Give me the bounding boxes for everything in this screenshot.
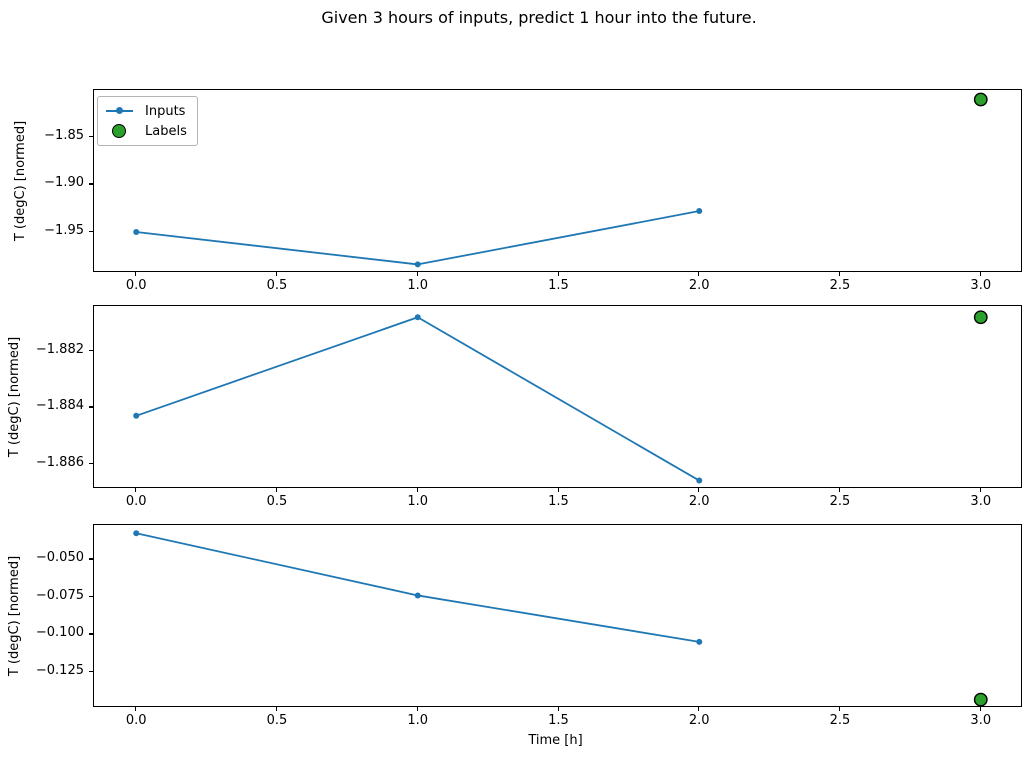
inputs-marker [133,530,140,537]
inputs-line [135,316,700,482]
y-tick-mark [89,183,93,185]
inputs-marker [696,638,703,645]
inputs-marker [414,592,421,599]
legend-label: Inputs [145,103,186,119]
x-tick-mark [979,272,981,276]
x-tick-label: 1.5 [548,494,569,509]
x-tick-mark [416,707,418,711]
inputs-marker [696,477,703,484]
x-tick-label: 0.0 [125,278,147,293]
inputs-marker [133,229,140,236]
y-tick-mark [89,670,93,673]
figure-title: Given 3 hours of inputs, predict 1 hour … [321,8,757,27]
x-tick-label: 1.5 [548,278,569,293]
x-tick-mark [698,488,700,492]
plot-area-svg [133,310,988,484]
labels-marker [973,310,988,325]
x-tick-label: 0.5 [266,494,288,509]
legend-circle-sample [105,121,135,141]
inputs-marker [414,261,421,268]
inputs-marker [696,208,703,215]
labels-marker [973,692,988,707]
inputs-line [136,532,700,643]
y-tick-mark [89,135,93,137]
x-tick-label: 3.0 [970,278,992,293]
axes-subplot-3: −0.050 −0.075 −0.100 −0.125 0.0 0.5 1.0 1.5 2.0 2… [36,524,1022,728]
y-tick-label: −1.886 [35,454,84,470]
y-tick-mark [89,231,93,233]
x-tick-label: 2.0 [688,278,710,293]
x-tick-mark [839,272,841,276]
legend-line-sample [105,101,135,121]
x-tick-mark [275,488,278,492]
x-tick-label: 1.0 [407,494,429,509]
plot-area-svg [133,92,988,268]
y-tick-mark [89,350,93,352]
x-axis-label: Time [h] [528,733,583,748]
x-tick-label: 1.0 [407,278,429,293]
y-tick-label: −1.884 [35,398,84,414]
labels-marker-swatch [112,124,126,138]
x-tick-mark [416,488,418,492]
inputs-marker-swatch [116,107,123,114]
x-tick-mark [135,488,137,492]
x-tick-label: 1.0 [407,713,429,728]
y-tick-label: −1.95 [44,223,84,239]
y-tick-label: −0.100 [35,625,84,641]
x-tick-mark [839,707,841,711]
axes-subplot-2: −1.882 −1.884 −1.886 0.0 0.5 1.0 1.5 2.0 2.5 3.0 [36,305,1022,509]
x-tick-label: 2.5 [829,713,851,728]
x-tick-label: 0.5 [266,713,288,728]
y-tick-label: −0.125 [35,662,84,678]
x-tick-label: 0.0 [125,494,147,509]
y-tick-mark [89,406,93,408]
legend: Inputs Labels [97,96,198,146]
x-tick-mark [557,488,559,492]
x-tick-mark [557,272,559,276]
x-tick-mark [275,272,278,276]
x-tick-mark [979,707,981,711]
x-tick-label: 0.5 [266,278,288,293]
x-tick-mark [979,488,981,492]
x-tick-label: 2.5 [829,494,851,509]
y-tick-mark [89,595,93,598]
x-tick-mark [275,707,278,711]
y-tick-mark [89,633,93,635]
x-tick-label: 3.0 [970,494,992,509]
y-tick-label: −1.90 [44,175,84,191]
inputs-line [136,210,700,266]
x-tick-mark [135,272,137,276]
labels-marker [973,92,988,107]
axes-subplot-1: −1.85 −1.90 −1.95 0.0 0.5 1.0 1.5 2.0 2.5 3.0 Inpu… [44,89,1022,293]
x-tick-label: 3.0 [970,713,992,728]
y-axis-label: T (degC) [normed] [13,120,28,241]
y-tick-label: −1.882 [35,342,84,358]
y-tick-label: −0.075 [35,587,84,603]
y-tick-label: −0.050 [35,550,84,566]
legend-entry-labels: Labels [105,121,187,141]
inputs-marker [414,314,421,321]
plot-area-svg [133,530,988,707]
x-tick-mark [557,707,559,711]
x-tick-label: 2.0 [688,494,710,509]
inputs-marker [133,412,140,419]
y-tick-label: −1.85 [44,127,84,143]
y-tick-mark [89,462,93,464]
y-axis-label: T (degC) [normed] [7,555,22,676]
x-tick-mark [135,707,137,711]
legend-entry-inputs: Inputs [105,101,187,121]
x-tick-mark [698,272,700,276]
x-tick-label: 2.0 [688,713,710,728]
x-tick-label: 2.5 [829,278,851,293]
y-tick-mark [89,558,93,560]
legend-label: Labels [145,123,187,139]
x-tick-label: 1.5 [548,713,569,728]
x-tick-mark [839,488,841,492]
x-tick-mark [416,272,418,276]
y-axis-label: T (degC) [normed] [7,336,22,457]
x-tick-mark [698,707,700,711]
x-tick-label: 0.0 [125,713,147,728]
